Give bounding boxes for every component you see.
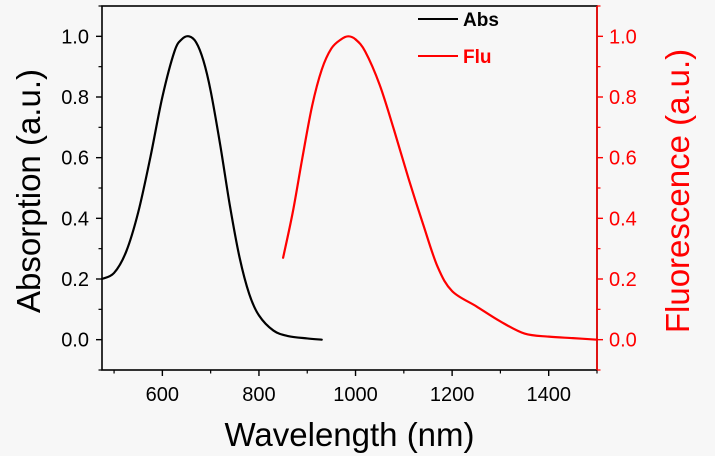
y-left-tick-label: 0.8: [61, 87, 89, 109]
y-right-axis-ticks: 0.0 0.2 0.4 0.6 0.8 1.0: [597, 5, 637, 371]
legend: Abs Flu: [418, 10, 499, 68]
y-left-axis-ticks: 0.0 0.2 0.4 0.6 0.8 1.0: [61, 5, 102, 371]
y-left-tick-label: 0.4: [61, 208, 89, 230]
x-axis-title: Wavelength (nm): [224, 416, 474, 453]
series-layer: [100, 35, 599, 341]
y-right-tick-label: 0.6: [609, 148, 637, 170]
series-line-flu: [282, 35, 599, 341]
y-right-tick-label: 0.0: [609, 330, 637, 352]
y-left-tick-label: 0.2: [61, 269, 89, 291]
y-right-tick-label: 0.2: [609, 269, 637, 291]
x-tick-label: 800: [242, 384, 275, 406]
y-left-axis-title: Absorption (a.u.): [10, 69, 47, 313]
legend-abs-label: Abs: [463, 10, 499, 31]
y-right-tick-label: 0.4: [609, 208, 637, 230]
y-left-tick-label: 0.0: [61, 330, 89, 352]
y-left-tick-label: 1.0: [61, 26, 89, 48]
x-tick-label: 600: [146, 384, 179, 406]
y-right-tick-label: 0.8: [609, 87, 637, 109]
x-tick-label: 1000: [333, 384, 378, 406]
x-axis-ticks: 600 800 1000 1200 1400: [113, 370, 598, 406]
x-tick-label: 1400: [526, 384, 571, 406]
series-line-abs: [100, 35, 323, 341]
y-right-axis-title: Fluorescence (a.u.): [659, 49, 696, 333]
x-tick-label: 1200: [430, 384, 475, 406]
y-left-tick-label: 0.6: [61, 148, 89, 170]
legend-flu-label: Flu: [463, 47, 492, 68]
y-right-tick-label: 1.0: [609, 26, 637, 48]
